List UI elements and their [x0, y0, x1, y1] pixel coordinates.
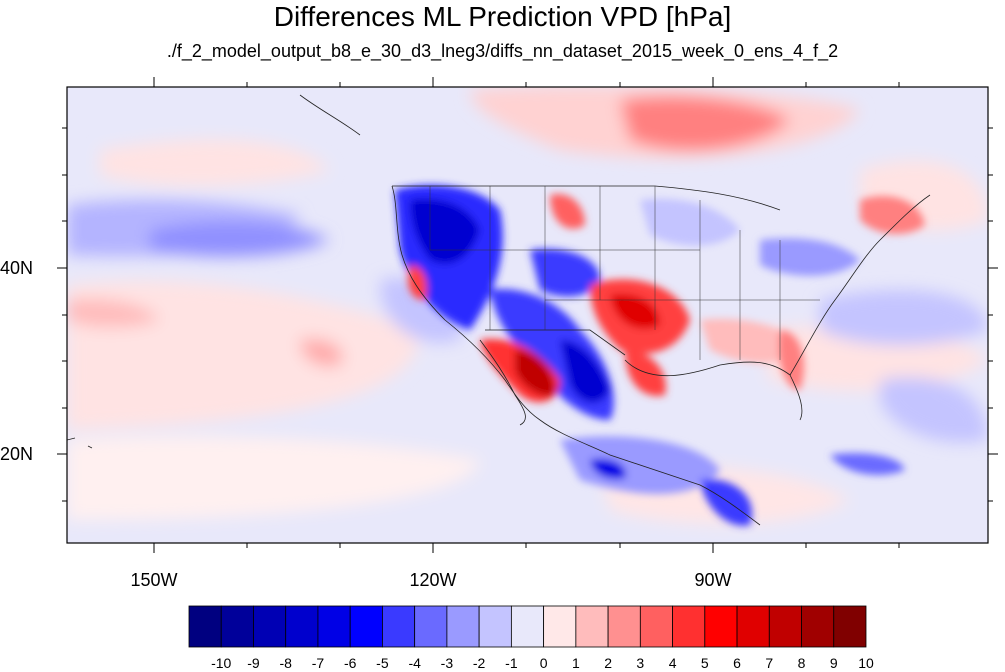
lon-label-90w: 90W: [694, 570, 732, 590]
lon-label-150w: 150W: [130, 570, 178, 590]
colorbar-tick-label: 1: [571, 655, 580, 671]
colorbar-tick-label: -7: [311, 655, 325, 671]
colorbar-box: [768, 605, 802, 648]
colorbar-box: [220, 605, 254, 648]
lon-label-120w: 120W: [409, 570, 457, 590]
colorbar-tick-label: 4: [668, 655, 677, 671]
colorbar-tick-label: 3: [636, 655, 645, 671]
coastlines: [67, 94, 931, 526]
colorbar-tick-label: 10: [858, 655, 874, 671]
colorbar-tick-label: -1: [505, 655, 518, 671]
colorbar-box: [833, 605, 867, 648]
colorbar-tick-label: 6: [733, 655, 741, 671]
colorbar-tick-label: -3: [440, 655, 454, 671]
colorbar-tick-label: -2: [472, 655, 486, 671]
colorbar-tick-label: 7: [765, 655, 774, 671]
chart-subtitle: ./f_2_model_output_b8_e_30_d3_lneg3/diff…: [166, 41, 839, 61]
colorbar-tick-label: 0: [539, 655, 548, 671]
colorbar-tick-label: -4: [408, 655, 421, 671]
colorbar-tick-label: -10: [211, 655, 232, 671]
colorbar-box: [704, 605, 738, 648]
lat-label-20n: 20N: [0, 444, 34, 464]
colorbar-tick-label: -8: [279, 655, 292, 671]
colorbar-box: [446, 605, 480, 648]
difference-field: [67, 87, 988, 543]
colorbar-tick-label: -5: [376, 655, 389, 671]
colorbar-box: [253, 605, 287, 648]
colorbar-tick-label: -9: [247, 655, 260, 671]
colorbar-box: [672, 605, 706, 648]
axis-ticks: [57, 77, 998, 553]
colorbar-box: [510, 605, 545, 648]
colorbar-box: [575, 605, 609, 648]
chart-title: Differences ML Prediction VPD [hPa]: [273, 1, 732, 32]
colorbar-tick-label: 8: [797, 655, 806, 671]
colorbar-tick-label: 2: [604, 655, 612, 671]
colorbar-tick-label: 5: [700, 655, 709, 671]
colorbar-box: [801, 605, 835, 648]
colorbar-box: [317, 605, 351, 648]
colorbar-box: [478, 605, 512, 648]
colorbar-box: [285, 605, 319, 648]
colorbar-box: [639, 605, 673, 648]
colorbar-box: [382, 605, 416, 648]
colorbar-tick-label: 9: [829, 655, 838, 671]
colorbar: [188, 605, 867, 648]
colorbar-box: [414, 605, 448, 648]
colorbar-box: [188, 605, 222, 648]
colorbar-tick-label: -6: [343, 655, 357, 671]
state-borders: [429, 186, 820, 360]
colorbar-box: [349, 605, 383, 648]
colorbar-box: [607, 605, 641, 648]
colorbar-box: [736, 605, 770, 648]
colorbar-box: [543, 605, 577, 648]
lat-label-40n: 40N: [0, 258, 34, 278]
